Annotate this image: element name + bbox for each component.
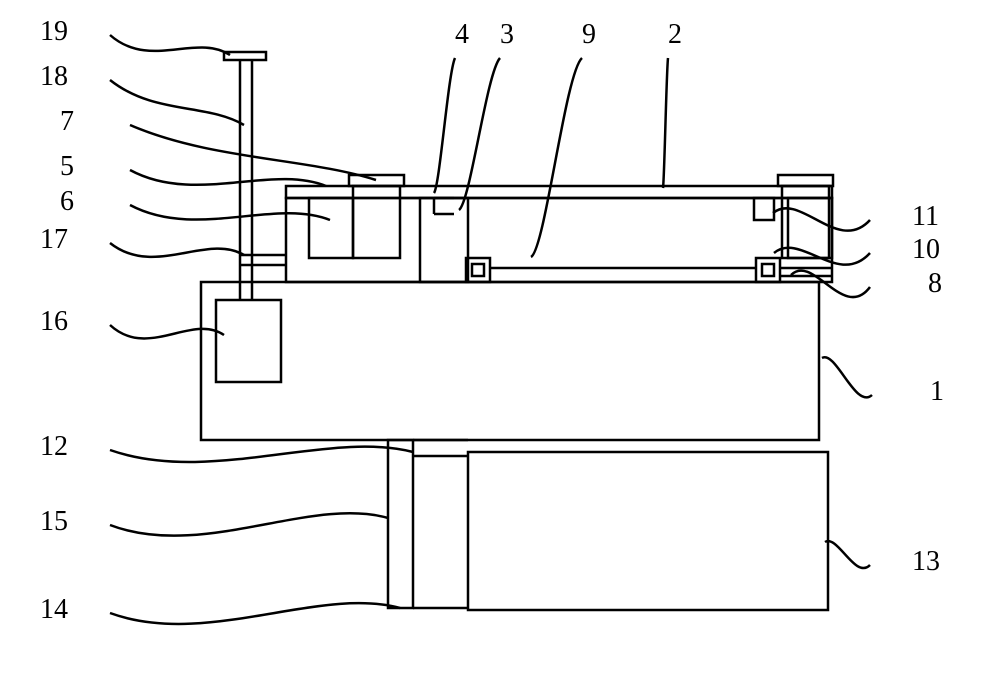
label-9: 9 — [582, 19, 596, 50]
leader-5 — [130, 170, 326, 186]
top-shelf-2 — [286, 186, 832, 198]
label-15: 15 — [40, 506, 68, 537]
wheel-right-outer — [756, 258, 780, 282]
tank-16 — [216, 300, 281, 382]
label-7: 7 — [60, 106, 74, 137]
label-10: 10 — [912, 234, 940, 265]
cap-19 — [224, 52, 266, 60]
drain-channel — [388, 440, 413, 608]
box-13 — [468, 452, 828, 610]
leader-4 — [434, 58, 455, 193]
upper-box — [286, 198, 832, 282]
leader-2 — [663, 58, 668, 188]
diagram-canvas: 19 18 7 5 6 17 16 12 15 14 43 9 2 11108 1 13 — [0, 0, 1000, 685]
label-8: 8 — [928, 268, 942, 299]
body-1 — [201, 282, 819, 440]
leader-1 — [822, 357, 872, 397]
wheel-left-outer — [466, 258, 490, 282]
label-1: 1 — [930, 376, 944, 407]
label-6: 6 — [60, 186, 74, 217]
label-4: 4 — [455, 19, 469, 50]
wheel-right-inner — [762, 264, 774, 276]
label-17: 17 — [40, 224, 68, 255]
label-2: 2 — [668, 19, 682, 50]
leader-17 — [110, 243, 244, 257]
label-18: 18 — [40, 61, 68, 92]
drawing-shapes — [201, 52, 833, 610]
label-14: 14 — [40, 594, 68, 625]
cap-7-left — [349, 175, 404, 186]
notch-11 — [754, 198, 774, 220]
leader-18 — [110, 80, 244, 125]
leader-16 — [110, 325, 224, 338]
block-3-4 — [420, 198, 468, 282]
leader-14 — [110, 603, 400, 624]
leader-lines — [110, 35, 872, 624]
label-19: 19 — [40, 16, 68, 47]
label-11: 11 — [912, 201, 939, 232]
label-16: 16 — [40, 306, 68, 337]
label-3: 3 — [500, 19, 514, 50]
leader-13 — [825, 541, 870, 568]
leader-9 — [531, 58, 582, 257]
leader-6 — [130, 205, 330, 220]
leader-19 — [110, 35, 230, 55]
wheel-left-inner — [472, 264, 484, 276]
leader-8 — [791, 271, 870, 298]
leader-12 — [110, 447, 413, 462]
label-5: 5 — [60, 151, 74, 182]
block-5-left — [309, 198, 353, 258]
cap-7-right — [778, 175, 833, 186]
label-12: 12 — [40, 431, 68, 462]
label-13: 13 — [912, 546, 940, 577]
leader-15 — [110, 513, 388, 535]
